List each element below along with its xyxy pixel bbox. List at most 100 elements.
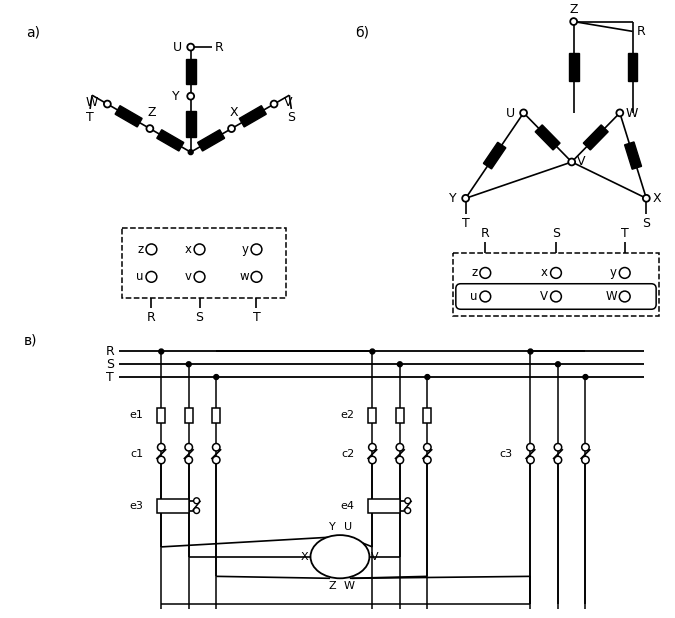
Text: x: x (185, 243, 192, 256)
Text: X: X (652, 192, 661, 205)
Text: U: U (173, 41, 182, 54)
Text: e3: e3 (130, 501, 144, 510)
Circle shape (582, 444, 589, 451)
Circle shape (424, 444, 431, 451)
Text: e4: e4 (341, 501, 354, 510)
Text: T: T (252, 311, 261, 324)
Circle shape (616, 109, 623, 116)
Circle shape (370, 349, 375, 354)
Text: M: M (332, 544, 348, 559)
Text: Z: Z (148, 106, 156, 119)
Circle shape (480, 268, 491, 278)
Text: W: W (344, 582, 355, 591)
Circle shape (194, 497, 200, 504)
Circle shape (405, 497, 410, 504)
Text: S: S (288, 111, 295, 124)
Text: x: x (541, 266, 548, 279)
Circle shape (520, 109, 527, 116)
Circle shape (526, 456, 534, 464)
Text: T: T (86, 111, 94, 124)
Text: c3: c3 (500, 449, 513, 459)
Polygon shape (157, 130, 184, 151)
Text: W: W (626, 108, 638, 121)
Text: V: V (371, 552, 379, 562)
Circle shape (104, 101, 111, 108)
Text: R: R (147, 311, 156, 324)
Text: V: V (284, 96, 292, 109)
Circle shape (570, 18, 577, 25)
Circle shape (194, 244, 205, 255)
Circle shape (187, 93, 194, 99)
FancyBboxPatch shape (122, 228, 286, 298)
Text: U: U (344, 522, 352, 532)
Circle shape (643, 195, 650, 201)
Circle shape (582, 456, 589, 464)
Circle shape (187, 44, 194, 51)
Bar (369, 408, 376, 423)
Text: z: z (471, 266, 477, 279)
Circle shape (157, 444, 165, 451)
FancyBboxPatch shape (453, 253, 659, 316)
Circle shape (159, 349, 164, 354)
Circle shape (369, 456, 376, 464)
Circle shape (185, 444, 192, 451)
Circle shape (551, 291, 562, 302)
Text: e1: e1 (130, 410, 144, 420)
Circle shape (620, 291, 630, 302)
Circle shape (228, 125, 235, 132)
Circle shape (251, 244, 262, 255)
Text: S: S (643, 217, 650, 230)
Bar (423, 408, 431, 423)
Text: W: W (85, 96, 98, 109)
Text: w: w (239, 270, 248, 284)
FancyBboxPatch shape (456, 284, 656, 309)
Bar (157, 499, 189, 512)
Circle shape (424, 456, 431, 464)
Circle shape (554, 456, 562, 464)
Text: R: R (637, 25, 645, 38)
Text: X: X (301, 552, 308, 562)
Circle shape (620, 268, 630, 278)
Text: T: T (462, 217, 470, 230)
Text: Z: Z (329, 582, 336, 591)
Text: T: T (107, 371, 114, 384)
Text: S: S (196, 311, 204, 324)
Circle shape (369, 444, 376, 451)
Text: S: S (552, 227, 560, 240)
Text: R: R (215, 41, 224, 54)
Text: X: X (230, 106, 238, 119)
Circle shape (271, 101, 277, 108)
Text: Y: Y (172, 90, 180, 103)
Circle shape (213, 444, 220, 451)
Circle shape (425, 375, 430, 379)
Circle shape (462, 195, 469, 201)
Text: V: V (576, 156, 585, 169)
Bar (185, 408, 192, 423)
Text: z: z (137, 243, 144, 256)
Circle shape (583, 375, 588, 379)
Circle shape (398, 362, 402, 366)
Text: V: V (540, 290, 548, 303)
Text: c1: c1 (130, 449, 144, 459)
Text: а): а) (26, 25, 40, 40)
Polygon shape (569, 54, 578, 81)
Circle shape (554, 444, 562, 451)
Circle shape (528, 349, 533, 354)
Circle shape (146, 271, 157, 282)
Text: 3~: 3~ (332, 559, 348, 570)
Circle shape (396, 444, 404, 451)
Circle shape (251, 271, 262, 282)
Polygon shape (186, 111, 196, 137)
Text: c2: c2 (342, 449, 354, 459)
Ellipse shape (310, 535, 369, 578)
Polygon shape (239, 106, 267, 127)
Text: y: y (242, 243, 248, 256)
Circle shape (405, 507, 410, 514)
Circle shape (551, 268, 562, 278)
Circle shape (194, 507, 200, 514)
Bar (369, 499, 400, 512)
Polygon shape (628, 54, 637, 81)
Circle shape (213, 456, 220, 464)
Polygon shape (115, 106, 142, 127)
Circle shape (214, 375, 219, 379)
